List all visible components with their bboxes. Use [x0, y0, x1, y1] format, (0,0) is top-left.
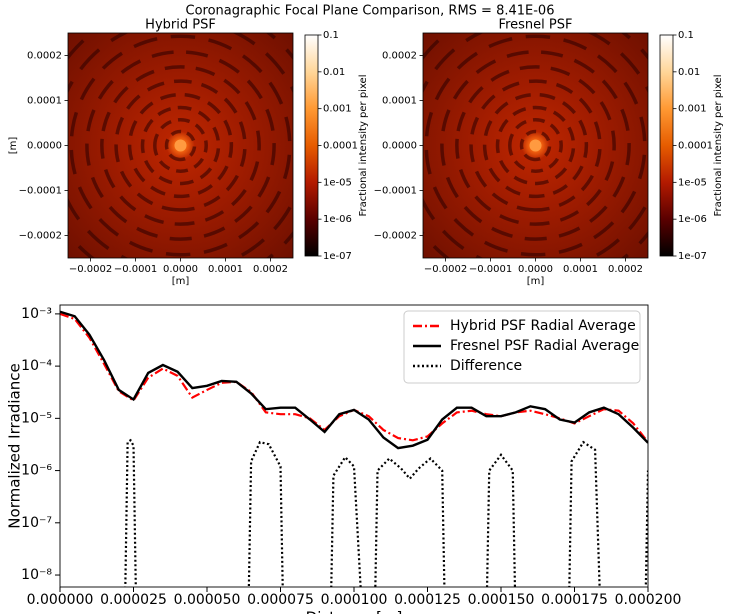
- x-tick-label: −0.0001: [114, 264, 157, 275]
- psf-ring: [440, 50, 631, 241]
- psf-ring: [508, 118, 563, 173]
- colorbar-tick-label: 0.0001: [678, 141, 713, 152]
- colorbar-tick-label: 1e-07: [678, 251, 707, 262]
- psf-ring: [114, 79, 247, 212]
- y-tick-label: −0.0001: [374, 186, 417, 197]
- legend-box: [403, 310, 641, 384]
- colorbar-tick-label: 1e-05: [323, 177, 352, 188]
- x-tick-label: 0.0002: [608, 264, 643, 275]
- colorbar-tick-label: 0.1: [678, 30, 694, 41]
- plot-area: [60, 310, 648, 587]
- y-tick-label: 10⁻⁷: [21, 515, 52, 531]
- x-tick-label: 0.0000: [163, 264, 198, 275]
- series-line: [60, 310, 648, 450]
- y-tick-label: 10⁻⁶: [21, 463, 52, 479]
- psf-ring: [127, 92, 234, 199]
- y-tick-label: 10⁻⁵: [21, 410, 52, 426]
- psf-ring: [164, 129, 197, 162]
- x-tick-label: 0.000175: [541, 592, 608, 608]
- x-tick-label: 0.0001: [563, 264, 598, 275]
- colorbar-tick-label: 0.001: [678, 104, 707, 115]
- colorbar-tick-label: 0.0001: [323, 141, 358, 152]
- psf-ring: [140, 105, 221, 186]
- colorbar: [304, 34, 319, 257]
- y-tick-label: 10⁻⁸: [21, 567, 52, 583]
- x-tick-label: −0.0002: [424, 264, 467, 275]
- axes-title: Fresnel PSF: [499, 18, 573, 33]
- colorbar-label: Fractional intensity per pixel: [713, 75, 724, 217]
- x-tick-label: 0.000125: [394, 592, 461, 608]
- psf-ring: [482, 92, 589, 199]
- x-tick-label: −0.0001: [469, 264, 512, 275]
- colorbar-tick-label: 0.01: [678, 67, 700, 78]
- axes-title: Hybrid PSF: [145, 18, 216, 33]
- y-tick-label: 0.0002: [382, 51, 417, 62]
- psf-ring: [424, 34, 647, 257]
- y-tick-label: −0.0001: [19, 186, 62, 197]
- psf-image: [423, 33, 648, 258]
- y-tick-label: 0.0000: [382, 141, 417, 152]
- psf-ring: [495, 105, 576, 186]
- x-tick-label: 0.000075: [247, 592, 314, 608]
- y-tick-label: 0.0002: [27, 51, 62, 62]
- colorbar-tick-label: 0.01: [323, 67, 345, 78]
- y-tick-label: 0.0000: [27, 141, 62, 152]
- y-axis-label: Normalized Irradiance: [6, 363, 24, 528]
- colorbar-label: Fractional intensity per pixel: [358, 75, 369, 217]
- x-tick-label: 0.0000: [518, 264, 553, 275]
- psf-image: [68, 33, 293, 258]
- legend-label: Fresnel PSF Radial Average: [450, 338, 639, 354]
- psf-ring: [153, 118, 208, 173]
- y-tick-label: 0.0001: [382, 96, 417, 107]
- colorbar-tick-label: 0.001: [323, 104, 352, 115]
- legend-label: Difference: [450, 358, 522, 374]
- colorbar-tick-label: 1e-05: [678, 177, 707, 188]
- x-tick-label: 0.0001: [208, 264, 243, 275]
- x-axis-label: Distance [m]: [306, 609, 403, 614]
- y-tick-label: 10⁻³: [21, 306, 52, 322]
- colorbar-tick-label: 1e-06: [323, 214, 352, 225]
- figure-title: Coronagraphic Focal Plane Comparison, RM…: [186, 4, 555, 19]
- x-tick-label: 0.000150: [468, 592, 535, 608]
- x-tick-label: −0.0002: [69, 264, 112, 275]
- psf-core: [174, 139, 187, 152]
- colorbar-tick-label: 1e-07: [323, 251, 352, 262]
- psf-core: [529, 139, 542, 152]
- psf-ring: [69, 34, 292, 257]
- y-tick-label: 10⁻⁴: [21, 358, 52, 374]
- x-axis-label: [m]: [172, 276, 190, 287]
- psf-ring: [519, 129, 552, 162]
- x-tick-label: 0.000200: [615, 592, 682, 608]
- colorbar: [659, 34, 674, 257]
- x-tick-label: 0.000050: [174, 592, 241, 608]
- psf-ring: [469, 79, 602, 212]
- legend-label: Hybrid PSF Radial Average: [450, 318, 636, 334]
- y-tick-label: −0.0002: [19, 231, 62, 242]
- y-axis-label: [m]: [8, 137, 19, 155]
- legend: Hybrid PSF Radial Average Fresnel PSF Rad…: [403, 310, 641, 384]
- y-tick-label: −0.0002: [374, 231, 417, 242]
- colorbar-tick-label: 0.1: [323, 30, 339, 41]
- x-tick-label: 0.000000: [27, 592, 94, 608]
- y-tick-label: 0.0001: [27, 96, 62, 107]
- x-tick-label: 0.000025: [100, 592, 167, 608]
- psf-ring: [85, 50, 276, 241]
- x-tick-label: 0.000100: [321, 592, 388, 608]
- psf-ring: [100, 65, 261, 226]
- x-tick-label: 0.0002: [253, 264, 288, 275]
- colorbar-tick-label: 1e-06: [678, 214, 707, 225]
- x-axis-label: [m]: [527, 276, 545, 287]
- psf-ring: [455, 65, 616, 226]
